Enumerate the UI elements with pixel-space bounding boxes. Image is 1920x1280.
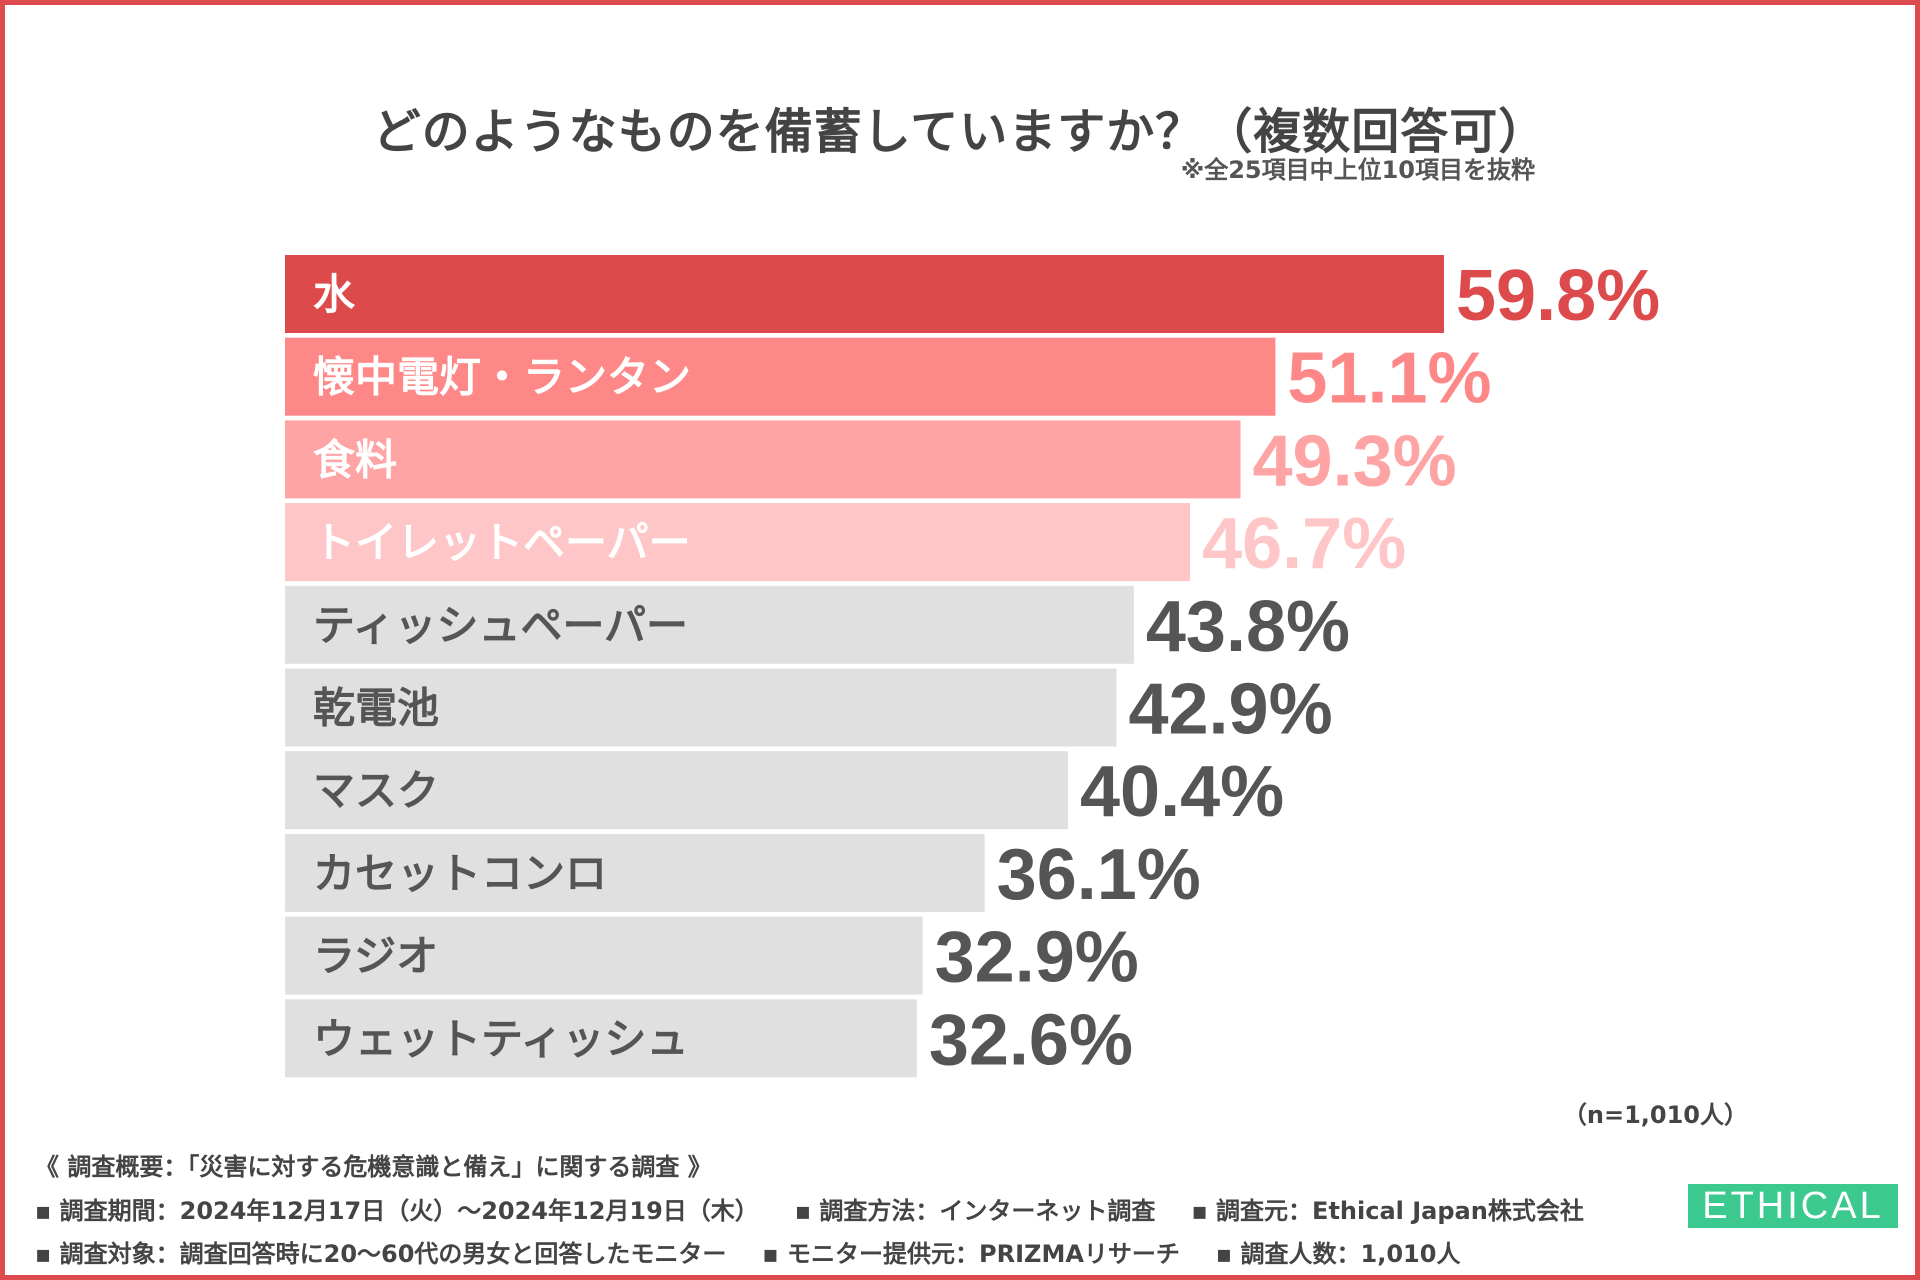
value-label: 46.7% xyxy=(1202,504,1406,584)
bar xyxy=(285,999,917,1078)
value-label: 40.4% xyxy=(1080,752,1284,832)
value-label: 32.9% xyxy=(935,918,1139,998)
category-label: ティッシュペーパー xyxy=(313,601,688,650)
bar xyxy=(285,668,1117,747)
bar xyxy=(285,420,1241,499)
category-label: 懐中電灯・ランタン xyxy=(313,353,691,402)
category-label: マスク xyxy=(313,766,439,815)
bar xyxy=(285,585,1134,664)
value-label: 36.1% xyxy=(997,835,1201,915)
survey-method: ▪ 調査方法：インターネット調査 xyxy=(794,1197,1156,1225)
value-label: 32.6% xyxy=(929,1000,1133,1080)
sample-size: （n=1,010人） xyxy=(1562,1101,1748,1129)
category-label: 乾電池 xyxy=(313,684,439,733)
category-label: ラジオ xyxy=(313,932,438,981)
bar xyxy=(285,833,985,912)
bar xyxy=(285,751,1069,830)
chart-subtitle: ※全25項目中上位10項目を抜粋 xyxy=(1180,156,1535,184)
chart-title: どのようなものを備蓄していますか？（複数回答可） xyxy=(372,104,1548,160)
survey-period: ▪ 調査期間：2024年12月17日（火）～2024年12月19日（木） xyxy=(35,1197,759,1225)
bar xyxy=(285,255,1444,333)
survey-heading: 《 調査概要：「災害に対する危機意識と備え」に関する調査 》 xyxy=(35,1153,712,1181)
survey-count: ▪ 調査人数：1,010人 xyxy=(1215,1240,1461,1268)
value-label: 43.8% xyxy=(1146,587,1350,667)
ethical-logo: ETHICAL xyxy=(1688,1184,1898,1228)
bar xyxy=(285,503,1191,582)
value-label: 51.1% xyxy=(1287,339,1491,419)
category-label: カセットコンロ xyxy=(313,849,607,898)
value-label: 42.9% xyxy=(1128,670,1332,750)
category-label: ウェットティッシュ xyxy=(313,1014,688,1063)
survey-target: ▪ 調査対象：調査回答時に20～60代の男女と回答したモニター xyxy=(35,1240,727,1268)
category-label: 食料 xyxy=(313,435,397,484)
survey-row-2: ▪ 調査対象：調査回答時に20～60代の男女と回答したモニター ▪ モニター提供元… xyxy=(35,1234,1460,1269)
survey-row-1: ▪ 調査期間：2024年12月17日（火）～2024年12月19日（木） ▪ 調査… xyxy=(35,1191,1584,1226)
survey-provider: ▪ モニター提供元：PRIZMAリサーチ xyxy=(762,1240,1180,1268)
survey-source: ▪ 調査元：Ethical Japan株式会社 xyxy=(1191,1197,1584,1225)
category-label: 水 xyxy=(313,270,356,319)
bar xyxy=(285,337,1276,416)
category-label: トイレットペーパー xyxy=(313,518,691,567)
value-label: 59.8% xyxy=(1456,256,1660,336)
value-label: 49.3% xyxy=(1252,421,1456,501)
bar xyxy=(285,916,923,995)
bar-chart: 水 59.8% 懐中電灯・ランタン 51.1% 食料 49.3% トイレットペーパー 46.7… xyxy=(285,255,1660,1080)
